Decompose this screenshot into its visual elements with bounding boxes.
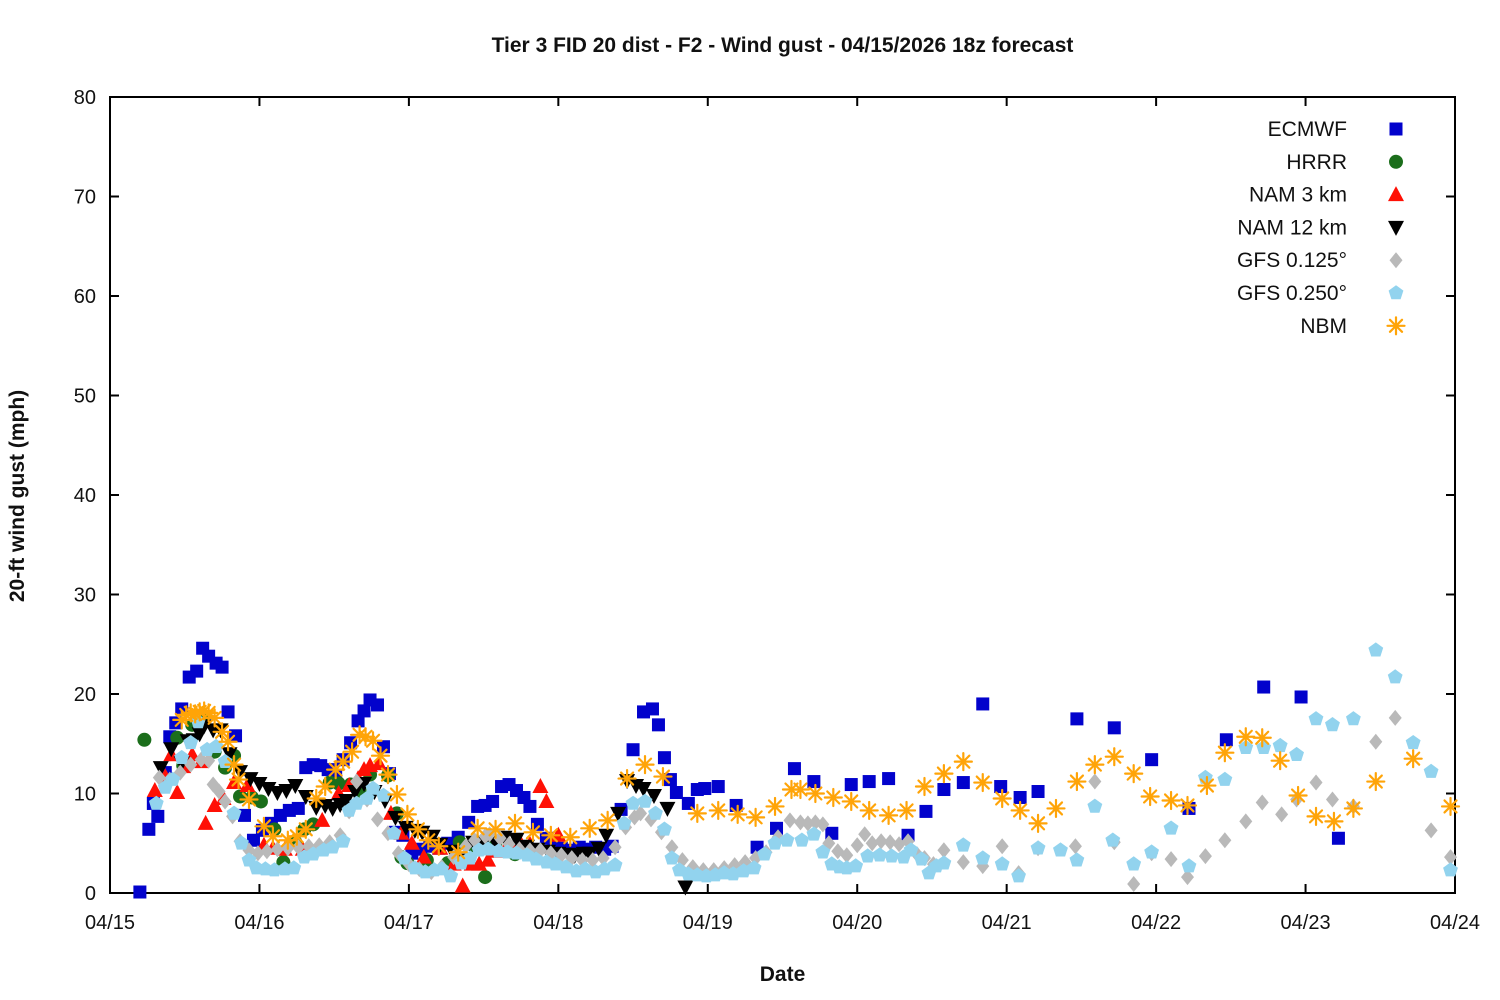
legend-label: HRRR — [1286, 151, 1347, 174]
x-tick-label: 04/21 — [982, 912, 1032, 934]
legend: ECMWF HRRR NAM 3 km NAM 12 km GFS 0.125° GFS … — [1237, 118, 1406, 338]
chart-title: Tier 3 FID 20 dist - F2 - Wind gust - 04… — [491, 34, 1074, 57]
x-tick-label: 04/15 — [85, 912, 135, 934]
legend-label: GFS 0.250° — [1237, 282, 1347, 305]
x-tick-label: 04/23 — [1281, 912, 1331, 934]
legend-label: ECMWF — [1268, 118, 1347, 141]
x-tick-label: 04/18 — [533, 912, 583, 934]
y-tick-label: 40 — [74, 485, 96, 507]
legend-item-nam-12-km: NAM 12 km — [1237, 216, 1404, 239]
series-nam-3-km — [146, 746, 567, 893]
x-tick-label: 04/19 — [683, 912, 733, 934]
x-tick-label: 04/22 — [1131, 912, 1181, 934]
legend-item-hrrr: HRRR — [1286, 151, 1403, 174]
legend-item-nam-3-km: NAM 3 km — [1249, 184, 1404, 207]
y-tick-label: 20 — [74, 684, 96, 706]
legend-item-gfs-0-250: GFS 0.250° — [1237, 282, 1404, 305]
legend-item-nbm: NBM — [1300, 315, 1406, 338]
y-axis-label: 20-ft wind gust (mph) — [6, 389, 29, 603]
x-axis: 04/15 04/16 04/17 04/18 04/19 04/20 04/21 04/22… — [85, 97, 1480, 934]
y-tick-label: 60 — [74, 286, 96, 308]
x-tick-label: 04/17 — [384, 912, 434, 934]
legend-label: NBM — [1300, 315, 1347, 338]
y-tick-label: 50 — [74, 386, 96, 408]
legend-label: GFS 0.125° — [1237, 249, 1347, 272]
x-tick-label: 04/24 — [1430, 912, 1480, 934]
legend-label: NAM 12 km — [1237, 216, 1347, 239]
y-tick-label: 70 — [74, 187, 96, 209]
y-tick-label: 10 — [74, 784, 96, 806]
y-tick-label: 30 — [74, 585, 96, 607]
y-tick-label: 0 — [85, 883, 96, 905]
series-gfs-0-250 — [148, 642, 1458, 883]
x-tick-label: 04/16 — [234, 912, 284, 934]
legend-item-gfs-0-125: GFS 0.125° — [1237, 249, 1403, 272]
y-tick-label: 80 — [74, 87, 96, 109]
series-nbm — [172, 701, 1461, 862]
legend-item-ecmwf: ECMWF — [1268, 118, 1403, 141]
x-tick-label: 04/20 — [832, 912, 882, 934]
y-axis-label-wrap: 20-ft wind gust (mph) — [6, 266, 30, 726]
legend-label: NAM 3 km — [1249, 184, 1347, 207]
x-axis-label: Date — [759, 963, 806, 986]
y-axis: 0 10 20 30 40 50 60 70 80 — [74, 87, 1455, 905]
